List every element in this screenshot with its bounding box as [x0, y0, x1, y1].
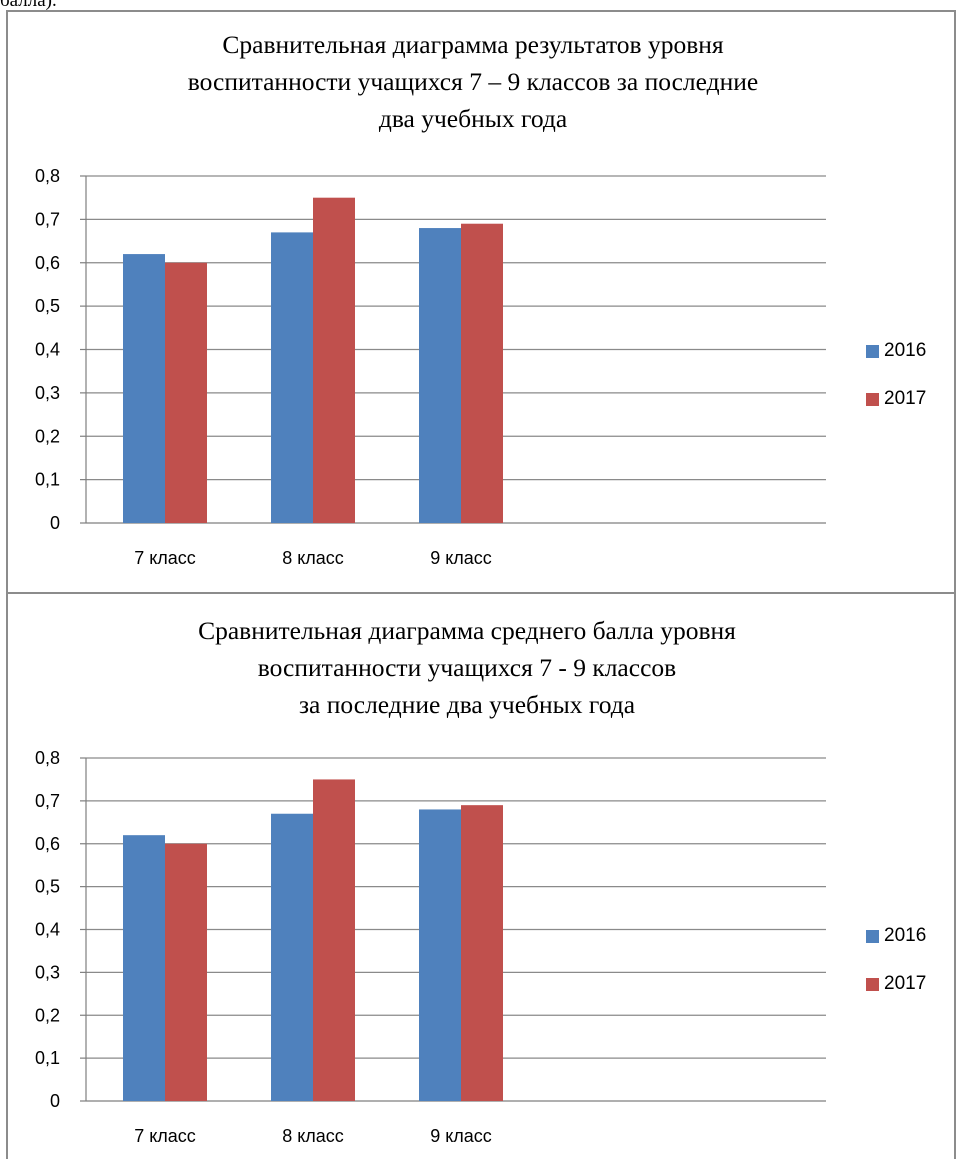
- chart-1-y-tick-label: 0: [50, 513, 60, 533]
- chart-2-y-tick-label: 0: [50, 1091, 60, 1111]
- chart-2-legend-label-2016: 2016: [884, 925, 927, 946]
- chart-1-frame: Сравнительная диаграмма результатов уров…: [6, 10, 956, 594]
- chart-2-y-tick-label: 0,5: [35, 877, 60, 897]
- chart-1-bar-2017-3: [461, 223, 503, 523]
- chart-2-x-category-label: 9 класс: [430, 1126, 492, 1146]
- chart-2-y-tick-label: 0,7: [35, 791, 60, 811]
- chart-2-y-tick-label: 0,2: [35, 1005, 60, 1025]
- chart-2-title-line-2: воспитанности учащихся 7 - 9 классов: [257, 653, 677, 682]
- chart-1-title: Сравнительная диаграмма результатов уров…: [0, 26, 946, 137]
- chart-2-legend: 2016 2017: [866, 912, 926, 1008]
- chart-2-bar-2016-2: [271, 813, 313, 1101]
- chart-2-bar-2017-1: [165, 843, 207, 1101]
- chart-1-legend-swatch-2017: [866, 392, 879, 406]
- chart-1-legend-label-2017: 2017: [884, 388, 927, 409]
- chart-1-y-tick-label: 0,2: [35, 426, 60, 446]
- preceding-text-fragment: балла).: [0, 0, 57, 11]
- chart-2-y-tick-label: 0,4: [35, 920, 60, 940]
- chart-1-legend: 2016 2017: [866, 327, 926, 423]
- chart-1-legend-item-2016: 2016: [866, 327, 926, 375]
- chart-2-y-tick-label: 0,3: [35, 962, 60, 982]
- chart-2-legend-swatch-2017: [866, 977, 879, 991]
- chart-2-bar-2016-3: [419, 809, 461, 1101]
- chart-1-y-tick-label: 0,8: [35, 166, 60, 186]
- chart-1-y-tick-label: 0,1: [35, 470, 60, 490]
- chart-2-title-line-3: за последние два учебных года: [298, 690, 636, 719]
- chart-2-bar-2017-3: [461, 805, 503, 1101]
- chart-1-legend-swatch-2016: [866, 344, 879, 358]
- chart-1-x-category-label: 8 класс: [282, 548, 344, 568]
- chart-1-y-tick-label: 0,3: [35, 383, 60, 403]
- chart-2-legend-item-2017: 2017: [866, 960, 926, 1008]
- chart-1-y-tick-label: 0,6: [35, 253, 60, 273]
- chart-2-title-line-1: Сравнительная диаграмма среднего балла у…: [198, 616, 736, 645]
- chart-1-y-tick-label: 0,5: [35, 296, 60, 316]
- chart-1-x-category-label: 9 класс: [430, 548, 492, 568]
- chart-2-frame: Сравнительная диаграмма среднего балла у…: [6, 592, 956, 1159]
- chart-1-y-tick-label: 0,7: [35, 209, 60, 229]
- chart-1-y-tick-label: 0,4: [35, 340, 60, 360]
- chart-2-legend-label-2017: 2017: [884, 973, 927, 994]
- chart-2-bar-2017-2: [313, 779, 355, 1101]
- chart-1-title-line-3: два учебных года: [378, 104, 568, 133]
- chart-1-legend-item-2017: 2017: [866, 375, 926, 423]
- chart-2-y-tick-label: 0,6: [35, 834, 60, 854]
- chart-1-title-line-1: Сравнительная диаграмма результатов уров…: [222, 30, 724, 59]
- chart-2-x-category-label: 7 класс: [134, 1126, 196, 1146]
- chart-1-plot: 0 0,1 0,2 0,3 0,4 0,5 0,6 0,7 0,8 7 класс 8 класс 9…: [35, 166, 826, 568]
- chart-1-x-category-label: 7 класс: [134, 548, 196, 568]
- chart-2-legend-item-2016: 2016: [866, 912, 926, 960]
- chart-2-legend-swatch-2016: [866, 929, 879, 943]
- chart-2-x-category-label: 8 класс: [282, 1126, 344, 1146]
- chart-1-bar-2016-2: [271, 232, 313, 523]
- chart-2-plot: 0 0,1 0,2 0,3 0,4 0,5 0,6 0,7 0,8 7 класс 8 класс 9…: [35, 748, 826, 1146]
- chart-1-legend-label-2016: 2016: [884, 340, 927, 361]
- chart-1-bar-2017-1: [165, 262, 207, 523]
- chart-2-y-tick-label: 0,8: [35, 748, 60, 768]
- chart-1-bar-2017-2: [313, 197, 355, 523]
- chart-2-bar-2016-1: [123, 835, 165, 1101]
- chart-2-y-tick-label: 0,1: [35, 1048, 60, 1068]
- chart-1-bar-2016-3: [419, 228, 461, 524]
- chart-1-title-line-2: воспитанности учащихся 7 – 9 классов за …: [187, 67, 759, 96]
- chart-2-title: Сравнительная диаграмма среднего балла у…: [0, 612, 940, 723]
- chart-1-bar-2016-1: [123, 254, 165, 523]
